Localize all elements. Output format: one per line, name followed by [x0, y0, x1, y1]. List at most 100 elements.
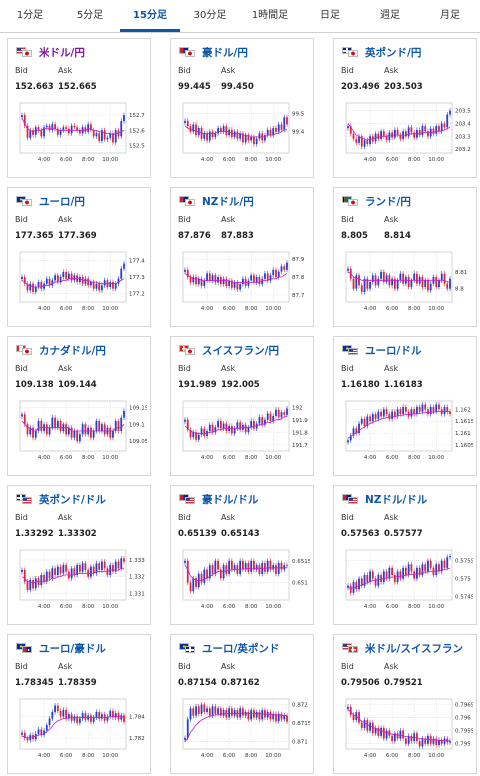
candle-up [277, 713, 280, 722]
price-chart[interactable]: 4:00 6:00 8:00 10:00 99.5 99.4 [177, 101, 310, 170]
candle-down [391, 735, 394, 742]
candle-up [380, 272, 382, 279]
tab-weekly[interactable]: 週足 [380, 10, 400, 21]
candle-up [382, 571, 385, 583]
tab-monthly[interactable]: 月足 [440, 10, 460, 21]
candle-down [217, 560, 219, 570]
currency-card[interactable]: 英ポンド/ドル Bid Ask 1.33292 1.33302 4:00 6:00 8:00 1… [7, 485, 151, 625]
currency-card[interactable]: ユーロ/英ポンド Bid Ask 0.87154 0.87162 4:00 6:00 8:00… [170, 634, 314, 774]
bid-label: Bid [15, 662, 28, 671]
pair-name-link[interactable]: 米ドル/スイスフラン [365, 642, 464, 655]
currency-card[interactable]: 豪ドル/円 Bid Ask 99.445 99.450 4:00 6:00 8:00 10:00… [170, 38, 314, 178]
candle-up [391, 411, 394, 419]
price-chart[interactable]: 4:00 6:00 8:00 10:00 87.9 87.8 87.7 [177, 250, 310, 319]
pair-name-link[interactable]: ユーロ/円 [39, 195, 85, 208]
currency-card[interactable]: 米ドル/スイスフラン Bid Ask 0.79506 0.79521 4:00 6:00 8:… [333, 634, 477, 774]
pair-name-link[interactable]: NZドル/ドル [365, 493, 428, 506]
pair-name-link[interactable]: 豪ドル/ドル [202, 493, 259, 506]
candle-up [114, 561, 117, 572]
candle-down [230, 708, 233, 716]
currency-card[interactable]: 英ポンド/円 Bid Ask 203.496 203.503 4:00 6:00 8:00 10… [333, 38, 477, 178]
candle-up [380, 131, 382, 139]
flag-icons [342, 47, 360, 57]
currency-card[interactable]: ランド/円 Bid Ask 8.805 8.814 4:00 6:00 8:00 10:00 8.… [333, 187, 477, 327]
pair-name-link[interactable]: ランド/円 [365, 195, 411, 208]
price-chart[interactable]: 4:00 6:00 8:00 10:00 192 191.9 191.8 191.7 [177, 399, 310, 468]
tab-1hour[interactable]: 1時間足 [251, 10, 289, 21]
bid-label: Bid [178, 215, 191, 224]
pair-name-link[interactable]: ユーロ/豪ドル [39, 642, 106, 655]
pair-name-link[interactable]: ユーロ/英ポンド [202, 642, 280, 655]
currency-card[interactable]: ユーロ/豪ドル Bid Ask 1.78345 1.78359 4:00 6:00 8:00 1… [7, 634, 151, 774]
usa-flag-icon [348, 497, 358, 504]
candle-down [65, 565, 68, 572]
price-chart[interactable]: 4:00 6:00 8:00 10:00 0.6515 0.651 [177, 548, 312, 617]
candle-down [429, 560, 432, 568]
candle-up [123, 411, 125, 418]
ask-label: Ask [58, 513, 73, 522]
candle-down [40, 729, 43, 735]
currency-card[interactable]: NZドル/円 Bid Ask 87.876 87.883 4:00 6:00 8:00 10:0… [170, 187, 314, 327]
pair-name-link[interactable]: スイスフラン/円 [202, 344, 280, 357]
price-chart[interactable]: 4:00 6:00 8:00 10:00 109.15 109.1 109.05 [14, 399, 149, 468]
candle-down [203, 428, 206, 436]
candle-up [358, 423, 360, 434]
candle-down [355, 138, 358, 143]
price-chart[interactable]: 4:00 6:00 8:00 10:00 1.784 1.782 [14, 697, 147, 766]
price-chart[interactable]: 4:00 6:00 8:00 10:00 152.7 152.6 152.5 [14, 101, 147, 170]
candle-down [407, 277, 410, 287]
x-tick-label: 10:00 [265, 455, 281, 461]
pair-name-link[interactable]: 豪ドル/円 [202, 46, 248, 59]
bid-value: 0.65139 [178, 529, 217, 539]
price-chart[interactable]: 4:00 6:00 8:00 10:00 1.333 1.332 1.331 [14, 548, 147, 617]
currency-card[interactable]: ユーロ/ドル Bid Ask 1.16180 1.16183 4:00 6:00 8:00 10… [333, 336, 477, 476]
candle-up [410, 280, 413, 287]
tab-daily[interactable]: 日足 [320, 10, 340, 21]
price-chart[interactable]: 4:00 6:00 8:00 10:00 177.4 177.3 177.2 [14, 250, 147, 319]
price-chart[interactable]: 4:00 6:00 8:00 10:00 1.162 1.1615 1.161 1.1605 [340, 399, 475, 468]
bid-label: Bid [341, 215, 354, 224]
price-chart[interactable]: 4:00 6:00 8:00 10:00 0.7965 0.796 0.7955 0.795 [340, 697, 475, 766]
price-chart[interactable]: 4:00 6:00 8:00 10:00 203.5 203.4 203.3 203.2 [340, 101, 473, 170]
candle-up [272, 128, 275, 136]
candlestick-chart: 4:00 6:00 8:00 10:00 87.9 87.8 87.7 [182, 251, 305, 312]
candle-down [275, 565, 277, 574]
tab-1min[interactable]: 1分足 [16, 10, 44, 21]
candle-down [32, 283, 34, 292]
tab-30min[interactable]: 30分足 [193, 10, 227, 21]
candle-down [219, 708, 222, 716]
pair-name-link[interactable]: 米ドル/円 [39, 46, 85, 59]
tab-15min[interactable]: 15分足 [120, 0, 180, 32]
usa-flag-icon [185, 497, 195, 504]
candle-up [449, 741, 451, 743]
candle-down [366, 720, 369, 731]
candle-up [67, 714, 70, 719]
currency-card[interactable]: カナダドル/円 Bid Ask 109.138 109.144 4:00 6:00 8:00 1… [7, 336, 151, 476]
candle-down [109, 427, 112, 438]
currency-card[interactable]: NZドル/ドル Bid Ask 0.57563 0.57577 4:00 6:00 8:00 1… [333, 485, 477, 625]
candle-down [65, 424, 68, 435]
price-chart[interactable]: 4:00 6:00 8:00 10:00 8.81 8.8 [340, 250, 473, 319]
price-chart[interactable]: 4:00 6:00 8:00 10:00 0.5755 0.575 0.5745 [340, 548, 475, 617]
candle-down [399, 409, 402, 415]
currency-card[interactable]: 豪ドル/ドル Bid Ask 0.65139 0.65143 4:00 6:00 8:00 10… [170, 485, 314, 625]
tab-5min[interactable]: 5分足 [76, 10, 104, 21]
pair-name-link[interactable]: 英ポンド/ドル [39, 493, 106, 506]
flag-icons [342, 643, 360, 653]
candle-up [184, 269, 186, 272]
pair-name-link[interactable]: ユーロ/ドル [365, 344, 422, 357]
pair-name-link[interactable]: 英ポンド/円 [365, 46, 422, 59]
candle-up [244, 711, 247, 716]
candle-down [211, 424, 214, 433]
x-tick-label: 8:00 [245, 455, 258, 461]
candle-down [404, 406, 407, 412]
currency-card[interactable]: 米ドル/円 Bid Ask 152.663 152.665 4:00 6:00 8:00 10:… [7, 38, 151, 178]
currency-card[interactable]: ユーロ/円 Bid Ask 177.365 177.369 4:00 6:00 8:00 10:… [7, 187, 151, 327]
card-title: 米ドル/スイスフラン [342, 641, 463, 655]
pair-name-link[interactable]: カナダドル/円 [39, 344, 106, 357]
currency-card[interactable]: スイスフラン/円 Bid Ask 191.989 192.005 4:00 6:00 8:00… [170, 336, 314, 476]
candle-down [438, 564, 440, 572]
pair-name-link[interactable]: NZドル/円 [202, 195, 254, 208]
x-tick-label: 8:00 [245, 604, 258, 610]
price-chart[interactable]: 4:00 6:00 8:00 10:00 0.872 0.8715 0.871 [177, 697, 312, 766]
